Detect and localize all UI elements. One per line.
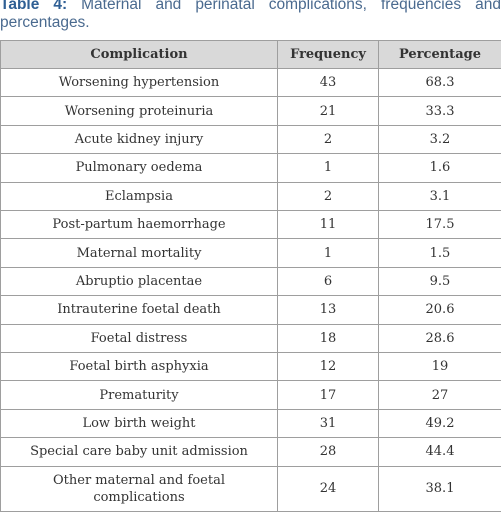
table-body: Worsening hypertension 43 68.3 Worsening pr… (0, 67, 501, 513)
table-row: Acute kidney injury 2 3.2 (0, 124, 501, 155)
cell-frequency: 24 (277, 465, 379, 513)
header-percentage: Percentage (378, 40, 501, 69)
table-caption: Table 4: Maternal and perinatal complica… (0, 0, 501, 32)
cell-percentage: 44.4 (378, 437, 501, 467)
cell-complication: Maternal mortality (0, 238, 278, 268)
table-row: Worsening hypertension 43 68.3 (0, 67, 501, 98)
cell-percentage: 49.2 (378, 408, 501, 439)
cell-complication: Foetal distress (0, 323, 278, 354)
cell-frequency: 12 (277, 352, 379, 382)
complications-table: Complication Frequency Percentage Worsen… (0, 40, 501, 513)
table-label: Table 4: (0, 0, 68, 13)
table-row: Special care baby unit admission 28 44.4 (0, 437, 501, 467)
cell-frequency: 2 (277, 181, 379, 212)
cell-frequency: 1 (277, 238, 379, 268)
table-row: Eclampsia 2 3.1 (0, 181, 501, 212)
table-header-row: Complication Frequency Percentage (0, 40, 501, 69)
table-row: Post-partum haemorrhage 11 17.5 (0, 210, 501, 240)
cell-percentage: 3.2 (378, 124, 501, 155)
cell-frequency: 31 (277, 408, 379, 439)
table-row: Worsening proteinuria 21 33.3 (0, 96, 501, 126)
cell-complication: Post-partum haemorrhage (0, 210, 278, 240)
cell-percentage: 1.5 (378, 238, 501, 268)
table-row: Foetal birth asphyxia 12 19 (0, 352, 501, 382)
cell-percentage: 19 (378, 352, 501, 382)
cell-complication: Foetal birth asphyxia (0, 352, 278, 382)
cell-percentage: 28.6 (378, 323, 501, 354)
table-row: Low birth weight 31 49.2 (0, 408, 501, 439)
cell-frequency: 2 (277, 124, 379, 155)
table-caption-text: Maternal and perinatal complications, fr… (0, 0, 501, 31)
cell-complication: Intrauterine foetal death (0, 295, 278, 325)
table-row: Intrauterine foetal death 13 20.6 (0, 295, 501, 325)
cell-frequency: 28 (277, 437, 379, 467)
cell-complication: Worsening hypertension (0, 67, 278, 98)
cell-frequency: 1 (277, 153, 379, 183)
cell-frequency: 18 (277, 323, 379, 354)
cell-frequency: 11 (277, 210, 379, 240)
cell-percentage: 17.5 (378, 210, 501, 240)
cell-frequency: 43 (277, 67, 379, 98)
cell-complication: Pulmonary oedema (0, 153, 278, 183)
header-complication: Complication (0, 40, 278, 69)
cell-complication: Prematurity (0, 380, 278, 410)
cell-percentage: 20.6 (378, 295, 501, 325)
table-row: Other maternal and foetal complications 2… (0, 465, 501, 513)
table-row: Prematurity 17 27 (0, 380, 501, 410)
cell-percentage: 33.3 (378, 96, 501, 126)
cell-percentage: 27 (378, 380, 501, 410)
cell-percentage: 1.6 (378, 153, 501, 183)
cell-complication: Low birth weight (0, 408, 278, 439)
cell-complication: Worsening proteinuria (0, 96, 278, 126)
cell-percentage: 68.3 (378, 67, 501, 98)
cell-complication: Special care baby unit admission (0, 437, 278, 467)
cell-complication: Acute kidney injury (0, 124, 278, 155)
cell-frequency: 21 (277, 96, 379, 126)
cell-complication: Eclampsia (0, 181, 278, 212)
cell-percentage: 38.1 (378, 465, 501, 513)
table-row: Abruptio placentae 6 9.5 (0, 266, 501, 297)
table-row: Pulmonary oedema 1 1.6 (0, 153, 501, 183)
cell-frequency: 13 (277, 295, 379, 325)
table-row: Maternal mortality 1 1.5 (0, 238, 501, 268)
table-row: Foetal distress 18 28.6 (0, 323, 501, 354)
cell-frequency: 6 (277, 266, 379, 297)
header-frequency: Frequency (277, 40, 379, 69)
cell-complication: Abruptio placentae (0, 266, 278, 297)
cell-percentage: 9.5 (378, 266, 501, 297)
cell-complication: Other maternal and foetal complications (0, 465, 278, 513)
cell-percentage: 3.1 (378, 181, 501, 212)
cell-frequency: 17 (277, 380, 379, 410)
